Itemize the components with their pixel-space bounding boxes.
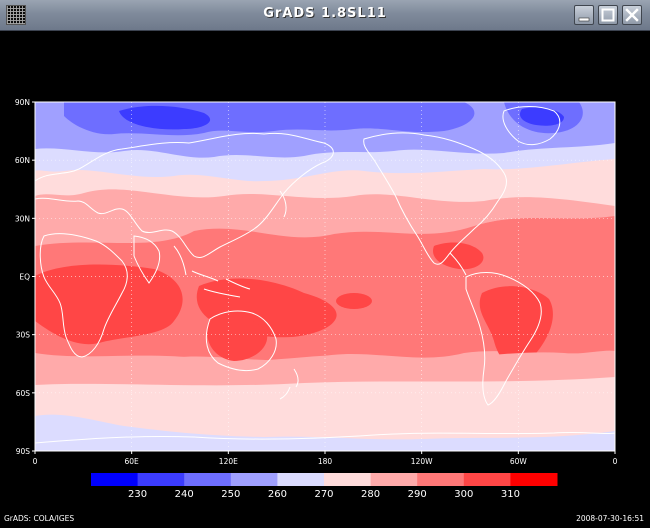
colorbar-swatch [137, 473, 185, 486]
field-band-310-southamerica [479, 286, 553, 368]
plot-canvas: 90N 60N 30N EQ 30S 60S 90S 0 60E 120E 180 120W 60W 0… [4, 31, 646, 524]
map-grid [35, 102, 615, 451]
outline-centralamerica [449, 252, 467, 276]
x-tick-label: 60E [125, 457, 140, 466]
colorbar: 230 240 250 260 270 280 290 300 310 [91, 473, 558, 500]
outline-antarctica [35, 431, 615, 444]
outline-australia [205, 310, 277, 372]
maximize-icon [601, 8, 615, 22]
outline-southamerica [465, 272, 542, 406]
colorbar-swatch [510, 473, 558, 486]
colorbar-swatch [370, 473, 418, 486]
footer-credit: GrADS: COLA/IGES [4, 514, 74, 523]
colorbar-label: 300 [454, 489, 473, 500]
outline-africa [39, 233, 128, 358]
x-tick-label: 0 [613, 457, 618, 466]
field-band-270-south [35, 414, 615, 451]
field-band-310-africa [35, 264, 183, 345]
colorbar-label: 250 [221, 489, 240, 500]
field-band-310-pacific [336, 293, 372, 309]
colorbar-label: 310 [501, 489, 520, 500]
x-axis: 0 60E 120E 180 120W 60W 0 [33, 451, 618, 466]
y-tick-label: 60S [16, 389, 31, 398]
close-icon [625, 8, 639, 22]
field-band-290-north [35, 191, 615, 241]
y-tick-label: 90S [16, 447, 31, 456]
outline-seasia [173, 245, 251, 298]
y-tick-label: 30N [15, 214, 30, 223]
colorbar-label: 280 [361, 489, 380, 500]
outline-japan [279, 190, 287, 218]
window-menu-icon[interactable] [6, 5, 26, 25]
x-tick-label: 0 [33, 457, 38, 466]
outline-eurasia [35, 132, 334, 259]
field-band-240-siberia [119, 105, 211, 130]
window-title: GrADS 1.8SL11 [263, 6, 387, 21]
x-tick-label: 120E [219, 457, 238, 466]
colorbar-swatch [91, 473, 139, 486]
colorbar-label: 230 [128, 489, 147, 500]
colorbar-label: 240 [175, 489, 194, 500]
colorbar-swatch [463, 473, 511, 486]
colorbar-swatch [324, 473, 372, 486]
y-tick-label: 90N [15, 98, 30, 107]
x-tick-label: 120W [411, 457, 433, 466]
outline-india [133, 235, 161, 284]
colorbar-swatch [230, 473, 278, 486]
field-band-310-australia [207, 316, 268, 361]
y-tick-label: EQ [19, 273, 30, 282]
minimize-icon [578, 17, 590, 22]
outline-newzealand [279, 368, 299, 400]
maximize-button[interactable] [598, 5, 618, 25]
outline-greenland [502, 106, 561, 146]
title-bar[interactable]: GrADS 1.8SL11 [0, 0, 650, 31]
colorbar-label: 270 [314, 489, 333, 500]
x-tick-label: 180 [318, 457, 333, 466]
field-band-310-centralamerica [433, 242, 484, 270]
x-tick-label: 60W [510, 457, 528, 466]
y-tick-label: 30S [16, 331, 31, 340]
colorbar-label: 260 [268, 489, 287, 500]
close-button[interactable] [622, 5, 642, 25]
field-band-240-greenland [519, 107, 564, 126]
colorbar-swatch [277, 473, 325, 486]
field-band-290-south [35, 350, 615, 387]
colorbar-label: 290 [408, 489, 427, 500]
minimize-button[interactable] [574, 5, 594, 25]
outline-northamerica [363, 132, 507, 265]
colorbar-swatch [417, 473, 465, 486]
y-axis: 90N 60N 30N EQ 30S 60S 90S [15, 98, 35, 456]
footer-timestamp: 2008-07-30-16:51 [576, 514, 644, 523]
land-outlines [35, 106, 615, 444]
y-tick-label: 60N [15, 156, 30, 165]
colorbar-swatch [184, 473, 232, 486]
